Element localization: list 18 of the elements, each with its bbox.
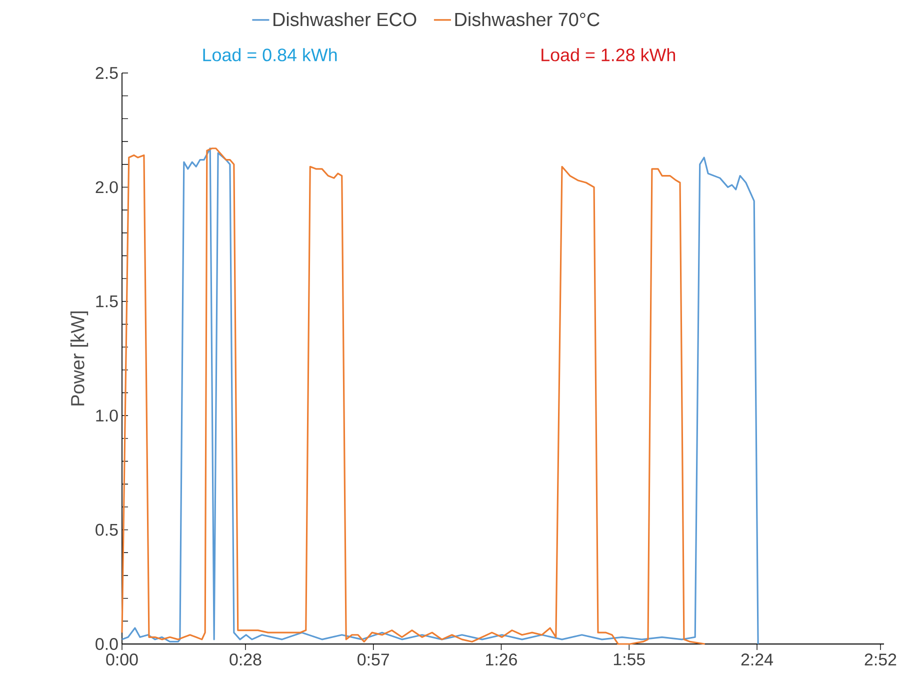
y-tick-label: 2.5	[96, 66, 118, 79]
text: Load = 0.84 kWh	[203, 48, 337, 62]
x-tick-label: 1:55	[614, 654, 645, 666]
y-tick-label: 0.0	[96, 638, 118, 650]
x-tick-label: 0:28	[230, 654, 262, 666]
y-axis-title: Power [kW]	[70, 311, 88, 406]
legend-label: Dishwasher 70°C	[455, 12, 600, 26]
x-tick-label: 2:24	[741, 654, 773, 666]
y-tick-label: 0.5	[96, 524, 118, 536]
legend-label: Dishwasher ECO	[274, 12, 416, 26]
y-tick-label: 1.5	[96, 295, 118, 308]
x-tick-label: 0:00	[106, 654, 138, 666]
x-tick-label: 2:52	[864, 654, 896, 666]
y-tick-label: 1.0	[96, 410, 118, 422]
x-tick-label: 1:26	[486, 654, 517, 666]
x-tick-label: 0:57	[358, 654, 389, 666]
y-tick-label: 2.0	[96, 181, 118, 194]
text: Load = 1.28 kWh	[542, 48, 676, 62]
